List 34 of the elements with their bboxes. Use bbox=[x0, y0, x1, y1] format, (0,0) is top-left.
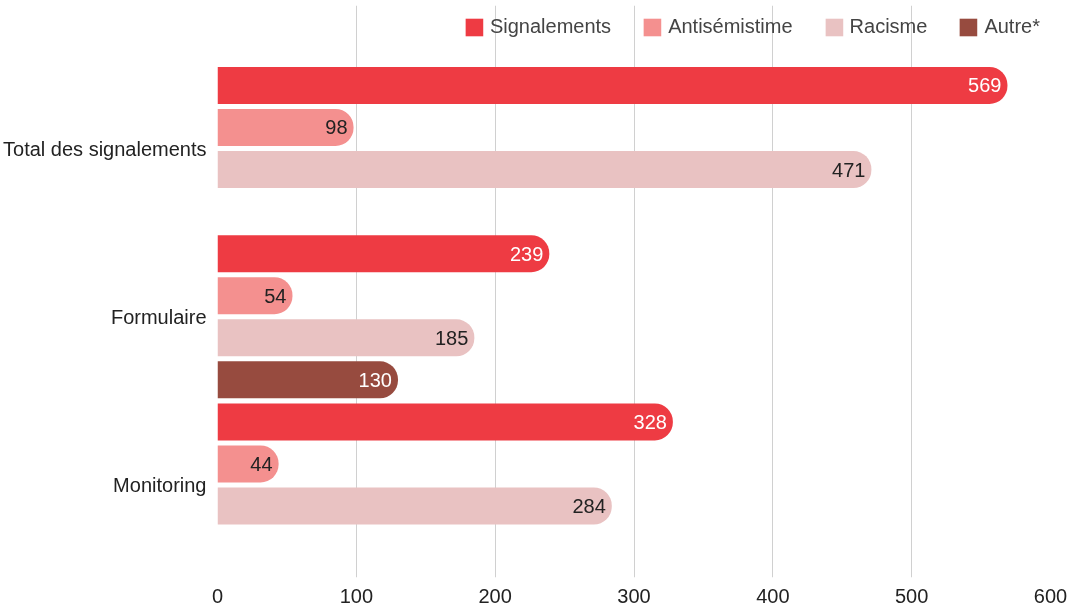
bar bbox=[217, 319, 475, 357]
data-label: 471 bbox=[832, 158, 866, 181]
bar bbox=[217, 235, 550, 273]
y-tick-label: Monitoring bbox=[113, 473, 207, 496]
bar bbox=[217, 277, 293, 315]
y-tick-label: Formulaire bbox=[110, 305, 207, 328]
data-label: 284 bbox=[572, 495, 606, 517]
data-label: 328 bbox=[633, 410, 667, 433]
bar bbox=[217, 361, 398, 399]
legend-label: Racisme bbox=[849, 15, 928, 38]
bar bbox=[217, 403, 673, 441]
data-label: 98 bbox=[325, 116, 348, 139]
legend-label: Signalements bbox=[489, 15, 612, 38]
bar bbox=[217, 66, 1008, 104]
bar bbox=[217, 151, 872, 189]
legend-label: Antisémistime bbox=[668, 15, 793, 38]
x-tick-label: 500 bbox=[894, 584, 929, 607]
data-label: 130 bbox=[358, 368, 392, 391]
data-label: 54 bbox=[264, 284, 287, 307]
x-tick-label: 200 bbox=[478, 584, 512, 607]
bar bbox=[217, 445, 279, 483]
y-tick-label: Total des signalements bbox=[3, 137, 207, 160]
bar bbox=[217, 487, 612, 525]
data-label: 185 bbox=[434, 326, 469, 349]
data-label: 569 bbox=[968, 74, 1002, 97]
x-tick-label: 0 bbox=[211, 584, 224, 607]
x-tick-label: 400 bbox=[756, 584, 790, 607]
bar bbox=[217, 108, 354, 146]
x-tick-label: 300 bbox=[617, 584, 651, 607]
legend-label: Autre* bbox=[984, 15, 1040, 38]
data-label: 44 bbox=[250, 452, 273, 475]
x-tick-label: 600 bbox=[1033, 584, 1068, 607]
data-label: 239 bbox=[509, 242, 544, 265]
x-tick-label: 100 bbox=[339, 584, 374, 607]
